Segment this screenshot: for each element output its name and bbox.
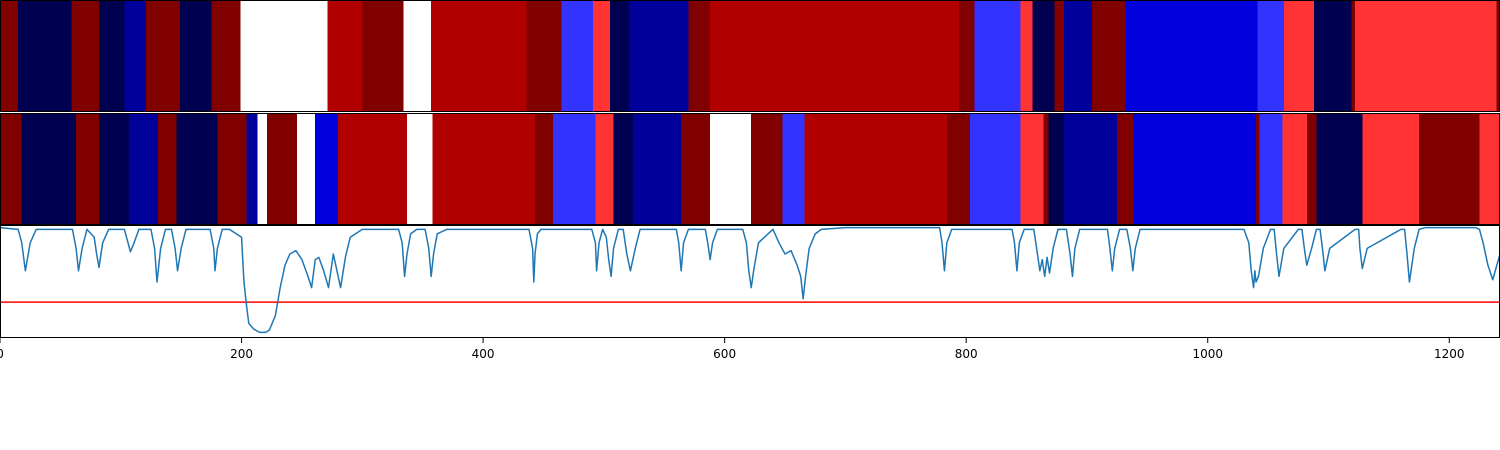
heatmap-cell — [1306, 114, 1318, 225]
heatmap-cell — [1125, 1, 1258, 112]
heatmap-cell — [1091, 1, 1127, 112]
heatmap-cell — [688, 1, 711, 112]
heatmap-cell — [362, 1, 404, 112]
heatmap-cell — [782, 114, 805, 225]
heatmap-cell — [710, 1, 960, 112]
heatmap-rows — [0, 1, 1500, 225]
x-tick-label: 1000 — [1192, 347, 1223, 361]
heatmap-cell — [1064, 1, 1093, 112]
x-tick-label: 600 — [713, 347, 736, 361]
heatmap-cell — [1316, 114, 1363, 225]
heatmap-cell — [593, 1, 611, 112]
heatmap-cell — [946, 114, 971, 225]
heatmap-cell — [710, 114, 752, 225]
series-line — [0, 226, 1500, 334]
heatmap-cell — [129, 114, 159, 225]
heatmap-cell — [561, 1, 594, 112]
heatmap-cell — [1117, 114, 1134, 225]
heatmap-cell — [1355, 1, 1497, 112]
line-plot-area — [0, 226, 1500, 334]
heatmap-cell — [553, 114, 597, 225]
heatmap-cell — [99, 114, 130, 225]
heatmap-cell — [338, 114, 408, 225]
heatmap-cell — [18, 1, 72, 112]
heatmap-cell — [1257, 1, 1285, 112]
heatmap-cell — [146, 1, 181, 112]
heatmap-cell — [804, 114, 948, 225]
heatmap-cell — [1351, 1, 1356, 112]
x-tick-label: 200 — [230, 347, 253, 361]
x-axis: 0 200 400 600 800 1000 1200 — [0, 338, 1465, 361]
x-tick-label: 1200 — [1434, 347, 1465, 361]
heatmap-cell — [974, 1, 1022, 112]
heatmap-cell — [1283, 1, 1315, 112]
heatmap-cell — [0, 1, 19, 112]
heatmap-cell — [71, 1, 100, 112]
heatmap-cell — [1020, 1, 1034, 112]
heatmap-cell — [217, 114, 247, 225]
heatmap-cell — [327, 1, 363, 112]
heatmap-cell — [266, 114, 298, 225]
heatmap-cell — [1048, 114, 1065, 225]
heatmap-cell — [526, 1, 563, 112]
heatmap-cell — [1132, 114, 1257, 225]
heatmap-cell — [1032, 1, 1055, 112]
heatmap-cell — [179, 1, 212, 112]
heatmap-cell — [1282, 114, 1308, 225]
heatmap-cell — [1054, 1, 1065, 112]
heatmap-cell — [1064, 114, 1118, 225]
heatmap-cell — [595, 114, 615, 225]
heatmap-cell — [1259, 114, 1284, 225]
heatmap-cell — [613, 114, 634, 225]
heatmap-cell — [124, 1, 147, 112]
heatmap-cell — [403, 1, 432, 112]
heatmap-cell — [609, 1, 630, 112]
heatmap-cell — [407, 114, 433, 225]
heatmap-cell — [21, 114, 77, 225]
heatmap-cell — [240, 1, 328, 112]
heatmap-cell — [315, 114, 339, 225]
heatmap-cell — [1256, 114, 1261, 225]
heatmap-cell — [969, 114, 1022, 225]
heatmap-cell — [629, 1, 690, 112]
heatmap-cell — [1314, 1, 1353, 112]
heatmap-cell — [958, 1, 976, 112]
heatmap-cell — [257, 114, 268, 225]
x-tick-label: 400 — [472, 347, 495, 361]
heatmap-cell — [99, 1, 125, 112]
heatmap-cell — [431, 1, 528, 112]
heatmap-cell — [432, 114, 536, 225]
heatmap-cell — [1419, 114, 1481, 225]
heatmap-cell — [1020, 114, 1045, 225]
heatmap-cell — [297, 114, 316, 225]
heatmap-cell — [1362, 114, 1420, 225]
x-tick-label: 800 — [955, 347, 978, 361]
heatmap-cell — [0, 114, 23, 225]
heatmap-cell — [246, 114, 258, 225]
heatmap-cell — [632, 114, 682, 225]
heatmap-cell — [1479, 114, 1500, 225]
heatmap-cell — [176, 114, 218, 225]
heatmap-cell — [1043, 114, 1049, 225]
heatmap-cell — [76, 114, 100, 225]
x-tick-label: 0 — [0, 347, 4, 361]
heatmap-cell — [681, 114, 711, 225]
heatmap-cell — [158, 114, 177, 225]
heatmap-cell — [535, 114, 554, 225]
heatmap-cell — [751, 114, 784, 225]
heatmap-cell — [1496, 1, 1500, 112]
heatmap-cell — [211, 1, 241, 112]
